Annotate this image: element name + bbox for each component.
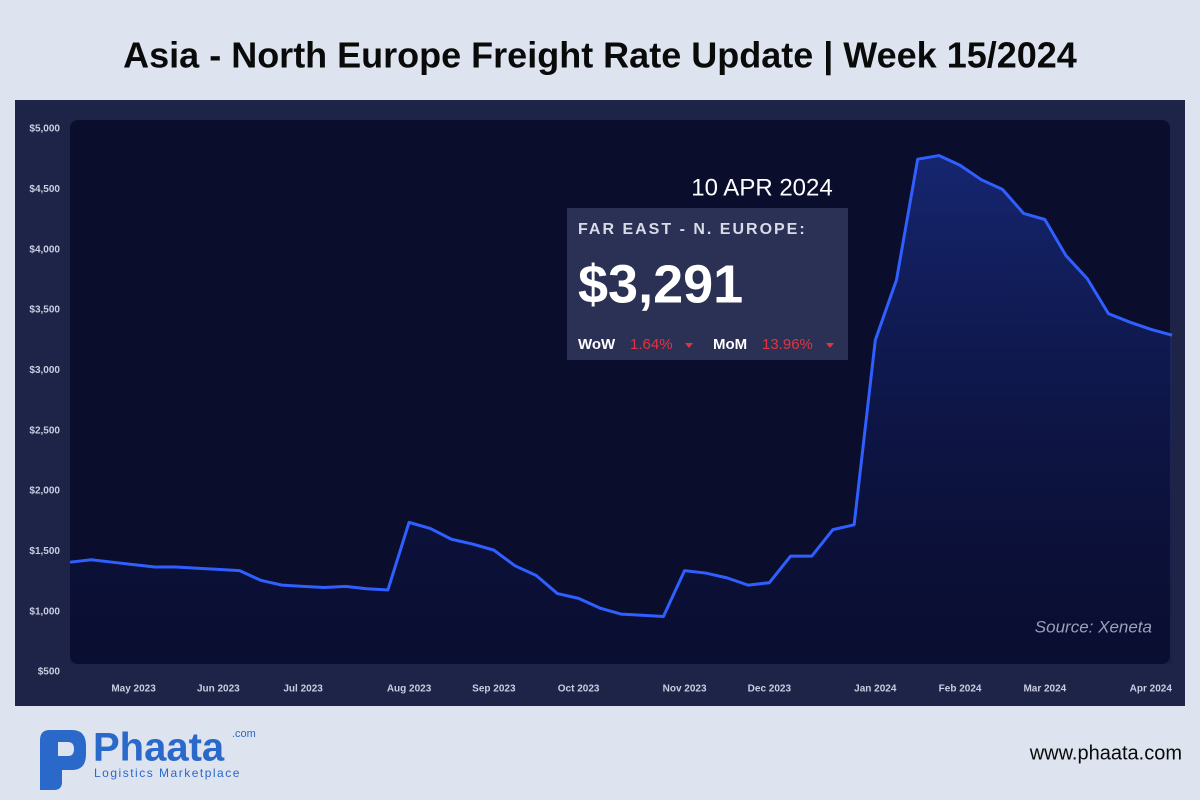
brand: Phaata (93, 726, 225, 770)
y-tick-label: $3,500 (29, 305, 60, 316)
callout-value: $3,291 (578, 254, 743, 314)
y-tick-label: $4,000 (29, 244, 60, 255)
logo-mark (40, 730, 86, 790)
logo: Phaata .com Logistics Marketplace (40, 726, 256, 790)
y-tick-label: $5,000 (29, 124, 60, 135)
y-tick-label: $1,500 (29, 546, 60, 557)
x-tick-label: Nov 2023 (663, 684, 707, 695)
down-arrow (685, 343, 693, 348)
x-tick-label: Feb 2024 (939, 684, 982, 695)
down-arrow (826, 343, 834, 348)
callout-date: 10 APR 2024 (691, 174, 832, 201)
wow-label: WoW (578, 336, 616, 353)
x-tick-label: Jul 2023 (283, 684, 323, 695)
mom-value: 13.96% (762, 336, 813, 353)
x-tick-label: Dec 2023 (748, 684, 792, 695)
tagline: Logistics Marketplace (94, 766, 241, 780)
y-tick-label: $3,000 (29, 365, 60, 376)
x-tick-label: Aug 2023 (387, 684, 432, 695)
callout-box (567, 208, 848, 360)
x-tick-label: Apr 2024 (1130, 684, 1173, 695)
x-tick-label: Jan 2024 (854, 684, 897, 695)
source: Source: Xeneta (1035, 617, 1152, 636)
page-title: Asia - North Europe Freight Rate Update … (123, 35, 1077, 77)
y-tick-label: $4,500 (29, 184, 60, 195)
x-tick-label: May 2023 (111, 684, 156, 695)
brand-suffix: .com (232, 728, 256, 740)
x-tick-label: Oct 2023 (558, 684, 600, 695)
url: www.phaata.com (1029, 742, 1182, 764)
y-tick-label: $2,500 (29, 425, 60, 436)
y-tick-label: $2,000 (29, 486, 60, 497)
x-tick-label: Mar 2024 (1023, 684, 1066, 695)
x-tick-label: Sep 2023 (472, 684, 516, 695)
logo-hole (58, 742, 74, 756)
line (69, 154, 1173, 618)
wow-value: 1.64% (630, 336, 673, 353)
y-tick-label: $500 (38, 667, 61, 678)
callout-route: FAR EAST - N. EUROPE: (578, 221, 807, 238)
x-tick-label: Jun 2023 (197, 684, 240, 695)
y-tick-label: $1,000 (29, 606, 60, 617)
mom-label: MoM (713, 336, 747, 353)
